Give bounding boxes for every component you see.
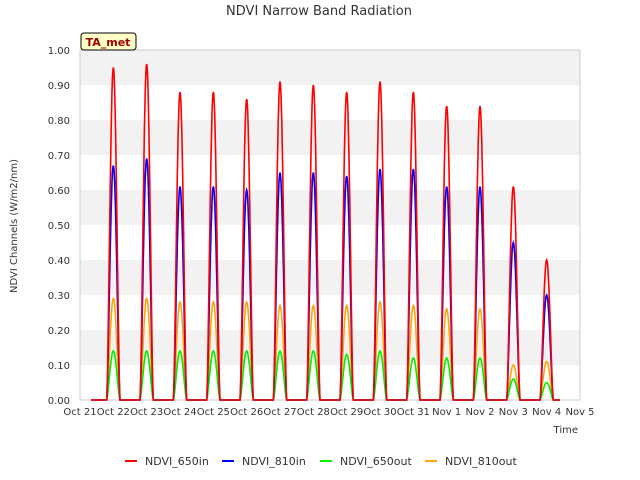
grid-band bbox=[80, 85, 580, 120]
annotation-box bbox=[80, 32, 137, 51]
x-tick-label: Oct 24 bbox=[163, 407, 196, 418]
y-tick-label: 0.40 bbox=[48, 256, 70, 267]
x-tick-label: Oct 27 bbox=[263, 407, 296, 418]
legend-label: NDVI_650out bbox=[340, 455, 412, 468]
x-tick-label: Oct 23 bbox=[130, 407, 163, 418]
grid-band bbox=[80, 295, 580, 330]
y-tick-label: 0.70 bbox=[48, 151, 70, 162]
legend-label: NDVI_810out bbox=[445, 455, 517, 468]
x-tick-label: Oct 25 bbox=[197, 407, 230, 418]
annotation-text: TA_met bbox=[86, 36, 131, 49]
x-axis-label: Time bbox=[553, 425, 578, 436]
y-tick-label: 0.90 bbox=[48, 81, 70, 92]
grid-band bbox=[80, 50, 580, 85]
grid-bands bbox=[80, 50, 580, 400]
x-tick-label: Oct 21 bbox=[63, 407, 96, 418]
y-tick-label: 0.10 bbox=[48, 361, 70, 372]
y-tick-label: 0.60 bbox=[48, 186, 70, 197]
x-tick-label: Nov 2 bbox=[465, 407, 494, 418]
annotation-badge: TA_met bbox=[80, 32, 137, 51]
grid-band bbox=[80, 225, 580, 260]
y-tick-label: 0.00 bbox=[48, 396, 70, 407]
x-tick-label: Oct 31 bbox=[397, 407, 430, 418]
x-tick-label: Oct 22 bbox=[97, 407, 130, 418]
x-tick-label: Nov 1 bbox=[432, 407, 461, 418]
y-tick-label: 0.20 bbox=[48, 326, 70, 337]
y-tick-label: 1.00 bbox=[48, 46, 70, 57]
x-tick-label: Nov 4 bbox=[532, 407, 561, 418]
grid-band bbox=[80, 190, 580, 225]
series-line-ndvi-650in bbox=[91, 63, 560, 401]
y-axis-label: NDVI Channels (W/m2/nm) bbox=[9, 159, 20, 293]
grid-band bbox=[80, 365, 580, 400]
x-tick-label: Nov 3 bbox=[499, 407, 528, 418]
y-axis-ticks: 0.00 0.10 0.20 0.30 0.40 0.50 0.60 0.70 0.80 0.90… bbox=[48, 46, 70, 407]
x-tick-label: Oct 28 bbox=[297, 407, 330, 418]
grid-band bbox=[80, 260, 580, 295]
series-lines bbox=[91, 63, 560, 401]
x-tick-label: Oct 29 bbox=[330, 407, 363, 418]
grid-band bbox=[80, 330, 580, 365]
legend-label: NDVI_650in bbox=[145, 455, 209, 468]
y-tick-label: 0.50 bbox=[48, 221, 70, 232]
grid-band bbox=[80, 155, 580, 190]
chart-title: NDVI Narrow Band Radiation bbox=[226, 4, 412, 19]
grid-band bbox=[80, 120, 580, 155]
x-axis-ticks: Oct 21 Oct 22 Oct 23 Oct 24 Oct 25 Oct 26 Oct … bbox=[63, 407, 594, 418]
y-tick-label: 0.30 bbox=[48, 291, 70, 302]
y-tick-label: 0.80 bbox=[48, 116, 70, 127]
legend-label: NDVI_810in bbox=[242, 455, 306, 468]
x-tick-label: Oct 30 bbox=[363, 407, 396, 418]
x-tick-label: Nov 5 bbox=[565, 407, 594, 418]
x-tick-label: Oct 26 bbox=[230, 407, 263, 418]
legend: NDVI_650in NDVI_810in NDVI_650out NDVI_810o… bbox=[125, 455, 517, 468]
